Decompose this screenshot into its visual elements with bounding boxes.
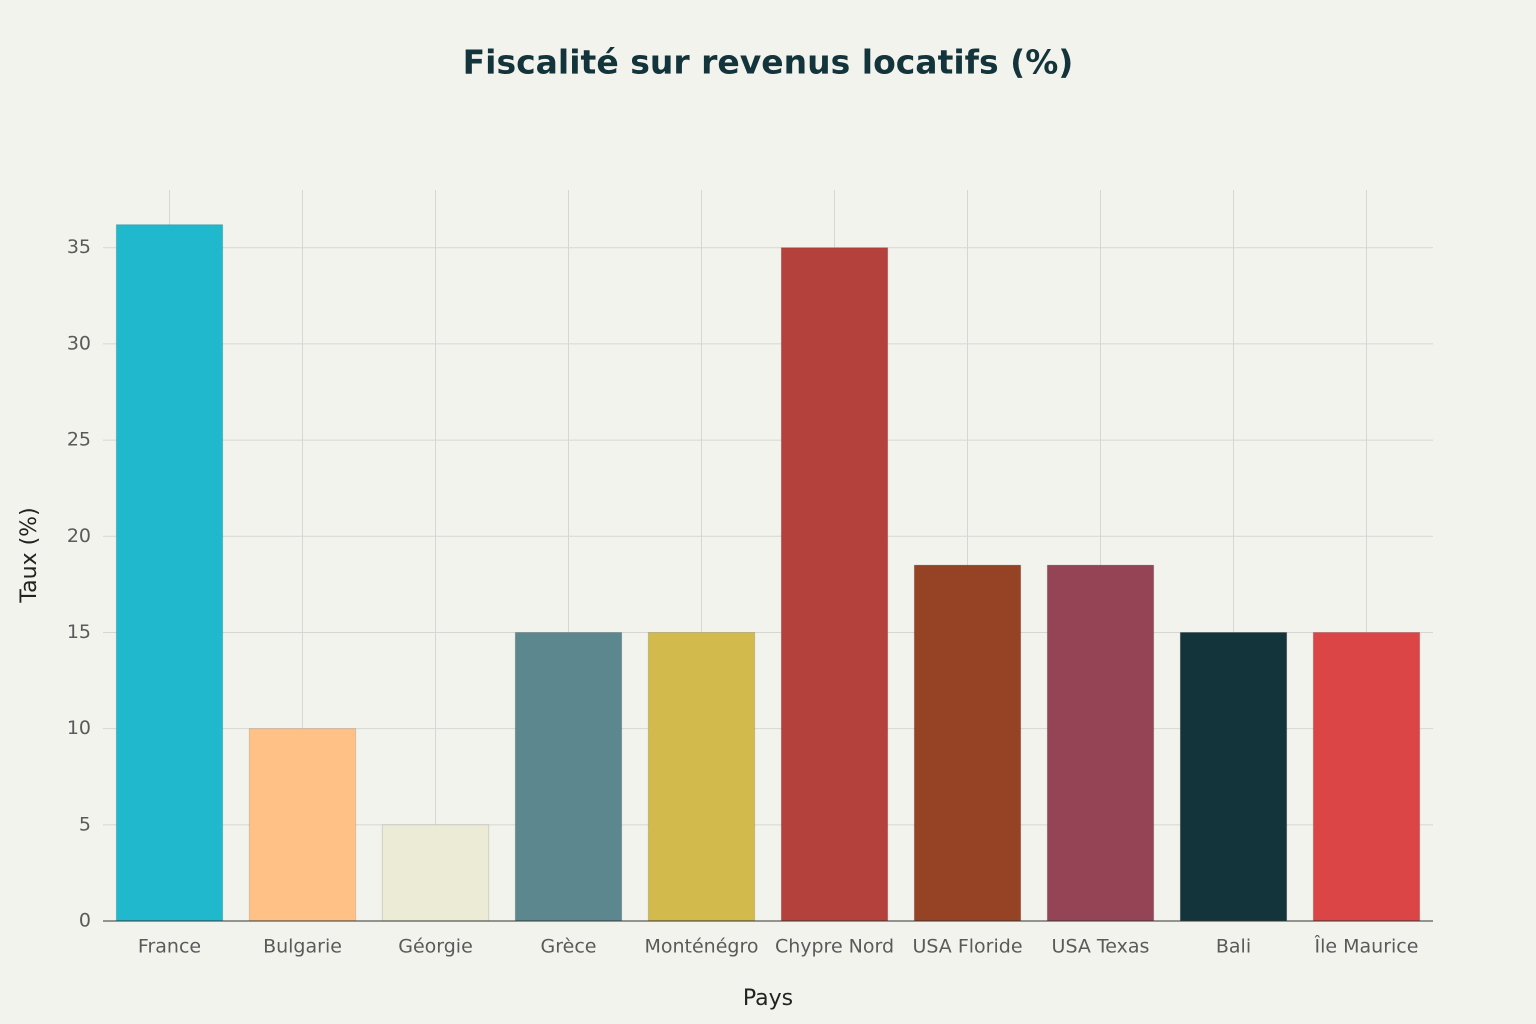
x-tick-label: Monténégro [644, 936, 758, 958]
x-tick-label: Grèce [541, 936, 597, 958]
x-axis-title: Pays [743, 986, 793, 1011]
bar [913, 564, 1022, 922]
chart-title: Fiscalité sur revenus locatifs (%) [463, 43, 1074, 82]
bar [514, 631, 623, 922]
bar [647, 631, 756, 922]
x-tick-label: USA Floride [912, 936, 1022, 958]
x-tick-label: USA Texas [1052, 936, 1150, 958]
y-tick-label: 0 [79, 910, 91, 932]
y-tick-label: 30 [67, 332, 91, 354]
bar [1046, 564, 1155, 922]
x-tick-label: Bali [1216, 936, 1251, 958]
y-axis-title: Taux (%) [17, 507, 42, 603]
y-tick-label: 5 [79, 813, 91, 835]
bar [115, 224, 224, 922]
bar [381, 824, 490, 922]
y-tick-label: 35 [67, 236, 91, 258]
y-tick-label: 10 [67, 717, 91, 739]
y-tick-label: 25 [67, 429, 91, 451]
bar [248, 728, 357, 922]
x-tick-label: France [138, 936, 201, 958]
x-tick-label: Île Maurice [1314, 935, 1419, 958]
bar [780, 247, 889, 922]
y-tick-label: 15 [67, 621, 91, 643]
x-tick-label: Chypre Nord [775, 936, 894, 958]
x-tick-label: Bulgarie [263, 936, 342, 958]
bar [1179, 631, 1288, 922]
x-tick-label: Géorgie [398, 936, 473, 958]
bar [1312, 631, 1421, 922]
y-tick-label: 20 [67, 525, 91, 547]
